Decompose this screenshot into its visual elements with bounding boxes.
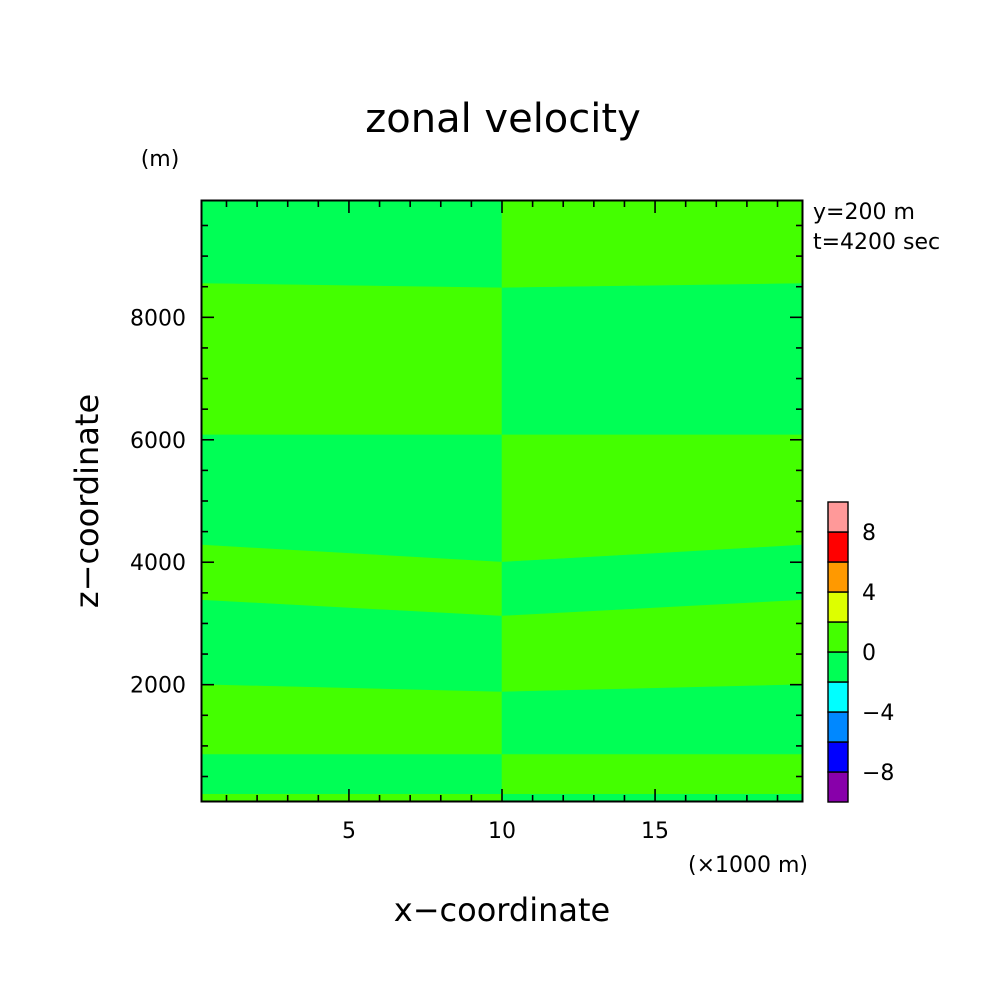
axis-ticks	[202, 201, 802, 801]
region-0-band-5	[201, 433, 503, 562]
x-tick-label: 10	[488, 819, 516, 844]
chart-title: zonal velocity	[365, 96, 641, 142]
y-tick-label: 8000	[130, 306, 186, 331]
colorbar-swatch-1	[827, 741, 849, 773]
region-0-band-2	[201, 683, 503, 755]
colorbar-label: 8	[862, 521, 876, 546]
y-tick-label: 6000	[130, 429, 186, 454]
colorbar-swatch-2	[827, 711, 849, 743]
colorbar-label: 0	[862, 641, 876, 666]
region-0-band-6	[201, 282, 503, 435]
plot-area	[201, 200, 803, 802]
colorbar-swatch-4	[827, 651, 849, 683]
colorbar-swatch-3	[827, 681, 849, 713]
y-tick-label: 2000	[130, 674, 186, 699]
region-1-band-7	[501, 200, 803, 288]
region-1-band-2	[501, 683, 803, 755]
y-tick-labels: 2000 4000 6000 8000	[130, 306, 186, 698]
colorbar-label: −8	[862, 761, 894, 786]
colorbar-label: 4	[862, 581, 876, 606]
x-axis-unit: (×1000 m)	[688, 853, 808, 878]
x-tick-label: 15	[641, 819, 669, 844]
colorbar-swatch-5	[827, 621, 849, 653]
region-0-band-1	[201, 753, 503, 795]
colorbar-swatch-6	[827, 591, 849, 623]
colorbar-swatch-8	[827, 531, 849, 563]
region-1-band-5	[501, 433, 803, 562]
region-0-band-0	[201, 793, 503, 802]
region-0-band-7	[201, 200, 503, 288]
colorbar-swatch-9	[827, 501, 849, 533]
region-1-band-0	[501, 793, 803, 802]
colorbar-swatch-0	[827, 771, 849, 803]
x-axis-label: x−coordinate	[394, 891, 610, 929]
colorbar: 8 4 0 −4 −8	[827, 501, 894, 803]
x-tick-label: 5	[342, 819, 356, 844]
plot-frame	[200, 199, 804, 803]
y-axis-label: z−coordinate	[68, 394, 106, 608]
y-axis-unit: (m)	[141, 147, 180, 172]
colorbar-swatch-7	[827, 561, 849, 593]
colorbar-label: −4	[862, 701, 894, 726]
region-1-band-1	[501, 753, 803, 795]
x-tick-labels: 5 10 15	[342, 819, 669, 844]
region-1-band-6	[501, 282, 803, 435]
y-tick-label: 4000	[130, 551, 186, 576]
info-line-t: t=4200 sec	[813, 230, 940, 255]
info-line-y: y=200 m	[813, 200, 915, 225]
